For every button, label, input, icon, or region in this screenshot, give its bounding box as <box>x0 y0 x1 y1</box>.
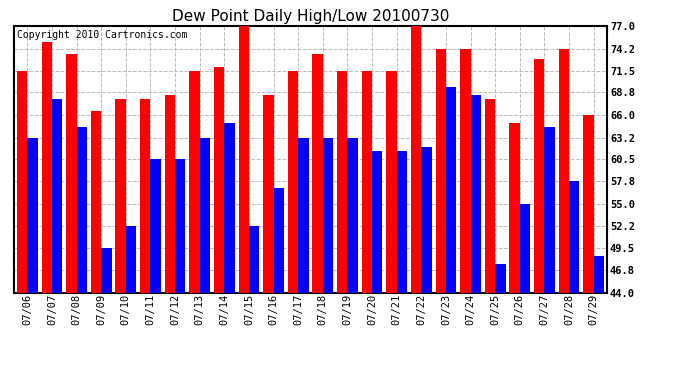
Bar <box>593 256 604 375</box>
Bar <box>583 115 593 375</box>
Title: Dew Point Daily High/Low 20100730: Dew Point Daily High/Low 20100730 <box>172 9 449 24</box>
Bar <box>189 70 199 375</box>
Bar <box>52 99 62 375</box>
Bar <box>460 49 471 375</box>
Bar <box>446 87 456 375</box>
Bar <box>411 26 422 375</box>
Bar <box>534 58 544 375</box>
Bar <box>115 99 126 375</box>
Bar <box>559 49 569 375</box>
Bar <box>199 138 210 375</box>
Bar <box>66 54 77 375</box>
Bar <box>175 159 186 375</box>
Bar <box>544 127 555 375</box>
Bar <box>372 151 382 375</box>
Bar <box>165 95 175 375</box>
Bar <box>101 248 112 375</box>
Bar <box>17 70 28 375</box>
Bar <box>471 95 481 375</box>
Bar <box>397 151 407 375</box>
Bar <box>313 54 323 375</box>
Bar <box>239 26 249 375</box>
Bar <box>91 111 101 375</box>
Bar <box>263 95 273 375</box>
Bar <box>273 188 284 375</box>
Bar <box>41 42 52 375</box>
Bar <box>298 138 308 375</box>
Bar <box>386 70 397 375</box>
Bar <box>28 138 38 375</box>
Bar <box>126 226 136 375</box>
Bar <box>520 204 530 375</box>
Bar <box>348 138 358 375</box>
Text: Copyright 2010 Cartronics.com: Copyright 2010 Cartronics.com <box>17 30 187 40</box>
Bar <box>288 70 298 375</box>
Bar <box>495 264 506 375</box>
Bar <box>337 70 348 375</box>
Bar <box>140 99 150 375</box>
Bar <box>150 159 161 375</box>
Bar <box>422 147 432 375</box>
Bar <box>249 226 259 375</box>
Bar <box>569 181 580 375</box>
Bar <box>362 70 372 375</box>
Bar <box>77 127 87 375</box>
Bar <box>323 138 333 375</box>
Bar <box>435 49 446 375</box>
Bar <box>485 99 495 375</box>
Bar <box>224 123 235 375</box>
Bar <box>509 123 520 375</box>
Bar <box>214 67 224 375</box>
